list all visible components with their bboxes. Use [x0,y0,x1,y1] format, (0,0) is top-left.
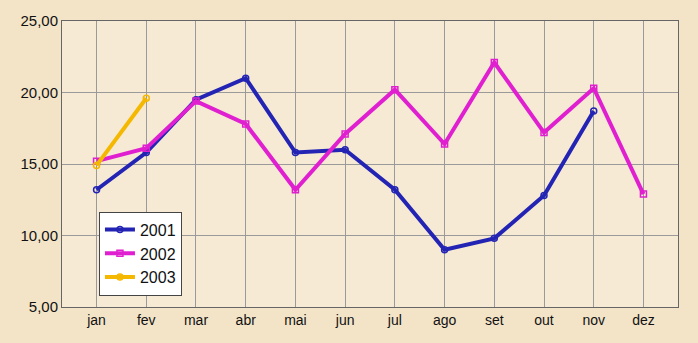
svg-text:dez: dez [632,312,655,328]
svg-text:nov: nov [582,312,605,328]
svg-text:ago: ago [433,312,457,328]
svg-text:2002: 2002 [140,246,176,263]
svg-text:fev: fev [137,312,156,328]
svg-text:15,00: 15,00 [20,155,58,172]
svg-text:2001: 2001 [140,222,176,239]
svg-text:5,00: 5,00 [29,298,58,315]
svg-text:jul: jul [387,312,402,328]
svg-text:20,00: 20,00 [20,84,58,101]
svg-text:set: set [485,312,504,328]
svg-text:jan: jan [86,312,106,328]
svg-text:mai: mai [284,312,307,328]
svg-text:2003: 2003 [140,269,176,286]
svg-text:jun: jun [335,312,355,328]
svg-text:out: out [534,312,554,328]
svg-text:25,00: 25,00 [20,12,58,29]
svg-text:10,00: 10,00 [20,227,58,244]
svg-text:mar: mar [184,312,208,328]
svg-text:abr: abr [236,312,257,328]
